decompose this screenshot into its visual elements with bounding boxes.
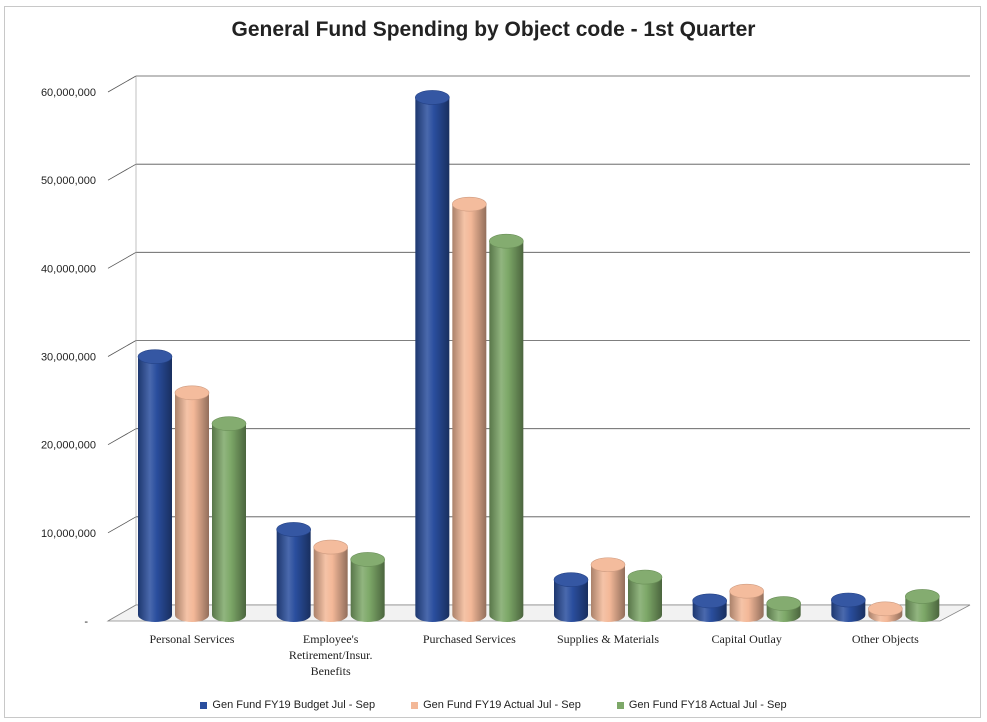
bar-top [489,233,524,249]
bar [627,569,663,622]
gridline-depth [107,251,137,269]
x-tick-label: Employee's [303,632,359,646]
legend-item: Gen Fund FY18 Actual Jul - Sep [616,699,787,711]
bar [313,539,348,622]
bar-body [415,97,450,622]
bar [350,552,385,622]
bar-top [627,569,663,585]
bar-body [212,423,246,622]
x-tick-label: Capital Outlay [712,632,782,646]
bar [489,233,524,622]
legend-swatch [616,701,624,709]
bar [692,593,727,622]
bar-body [138,356,172,622]
bar-top [868,601,903,617]
bar [137,349,173,622]
bar-top [729,583,764,599]
bar-top [276,522,311,537]
y-tick-label: 60,000,000 [41,87,96,99]
bar [553,572,589,622]
bar-body [350,559,385,622]
legend-label: Gen Fund FY19 Budget Jul - Sep [212,699,376,711]
y-tick-label: 30,000,000 [41,352,96,364]
legend-label: Gen Fund FY19 Actual Jul - Sep [423,699,581,711]
bar-top [553,572,589,588]
bar-top [137,349,173,364]
legend-label: Gen Fund FY18 Actual Jul - Sep [628,699,787,711]
chart-title: General Fund Spending by Object code - 1… [231,18,756,41]
y-tick-label: 10,000,000 [41,528,96,540]
bar-top [350,552,385,567]
bar [276,522,311,622]
gridline-depth [107,516,137,534]
bar-body [452,204,487,623]
bar-top [211,416,247,431]
bar-top [452,196,487,212]
bar [415,90,450,622]
bar-top [590,557,626,573]
bars: Personal Services Employee's Retirement/In… [137,90,940,678]
bar [590,557,626,622]
legend-swatch [411,701,419,709]
x-tick-label: Supplies & Materials [557,632,659,646]
x-tick-label: Retirement/Insur. [289,648,373,662]
bar-top [766,596,801,611]
grid-lines [107,75,970,622]
bar-top [415,90,450,105]
chart-legend: Gen Fund FY19 Budget Jul - Sep Gen Fund F… [0,699,987,711]
bar-body [175,392,209,622]
bar-body [276,529,311,622]
bar-top [692,593,727,609]
y-tick-label: 50,000,000 [41,175,96,187]
x-tick-label: Purchased Services [423,632,516,646]
gridline-depth [107,428,137,446]
y-tick-label: 20,000,000 [41,440,96,452]
legend-item: Gen Fund FY19 Budget Jul - Sep [200,699,375,711]
bar [766,596,801,622]
gridline-depth [107,75,137,93]
bar-body [313,547,348,622]
gridline-depth [107,340,137,357]
bar-top [174,385,210,401]
bar-body [554,579,588,622]
bar-body [628,577,662,622]
x-tick-label: Benefits [311,664,351,678]
bar-top [313,539,348,555]
bar [868,601,903,622]
x-tick-label: Other Objects [852,632,919,646]
y-tick-label: 40,000,000 [41,263,96,275]
gridline-depth [107,163,137,181]
legend-item: Gen Fund FY19 Actual Jul - Sep [411,699,581,711]
bar [831,592,866,622]
bar [211,416,247,622]
bar-top [905,589,940,604]
bar-body [489,241,524,622]
legend-swatch [200,701,208,709]
bar [452,196,487,623]
bar-body [729,591,764,622]
bar [729,583,764,622]
y-tick-label: - [84,616,88,628]
x-tick-label: Personal Services [150,632,235,646]
bar-top [831,592,866,608]
bar-body [591,564,625,622]
bar [174,385,210,622]
bar [905,589,940,622]
